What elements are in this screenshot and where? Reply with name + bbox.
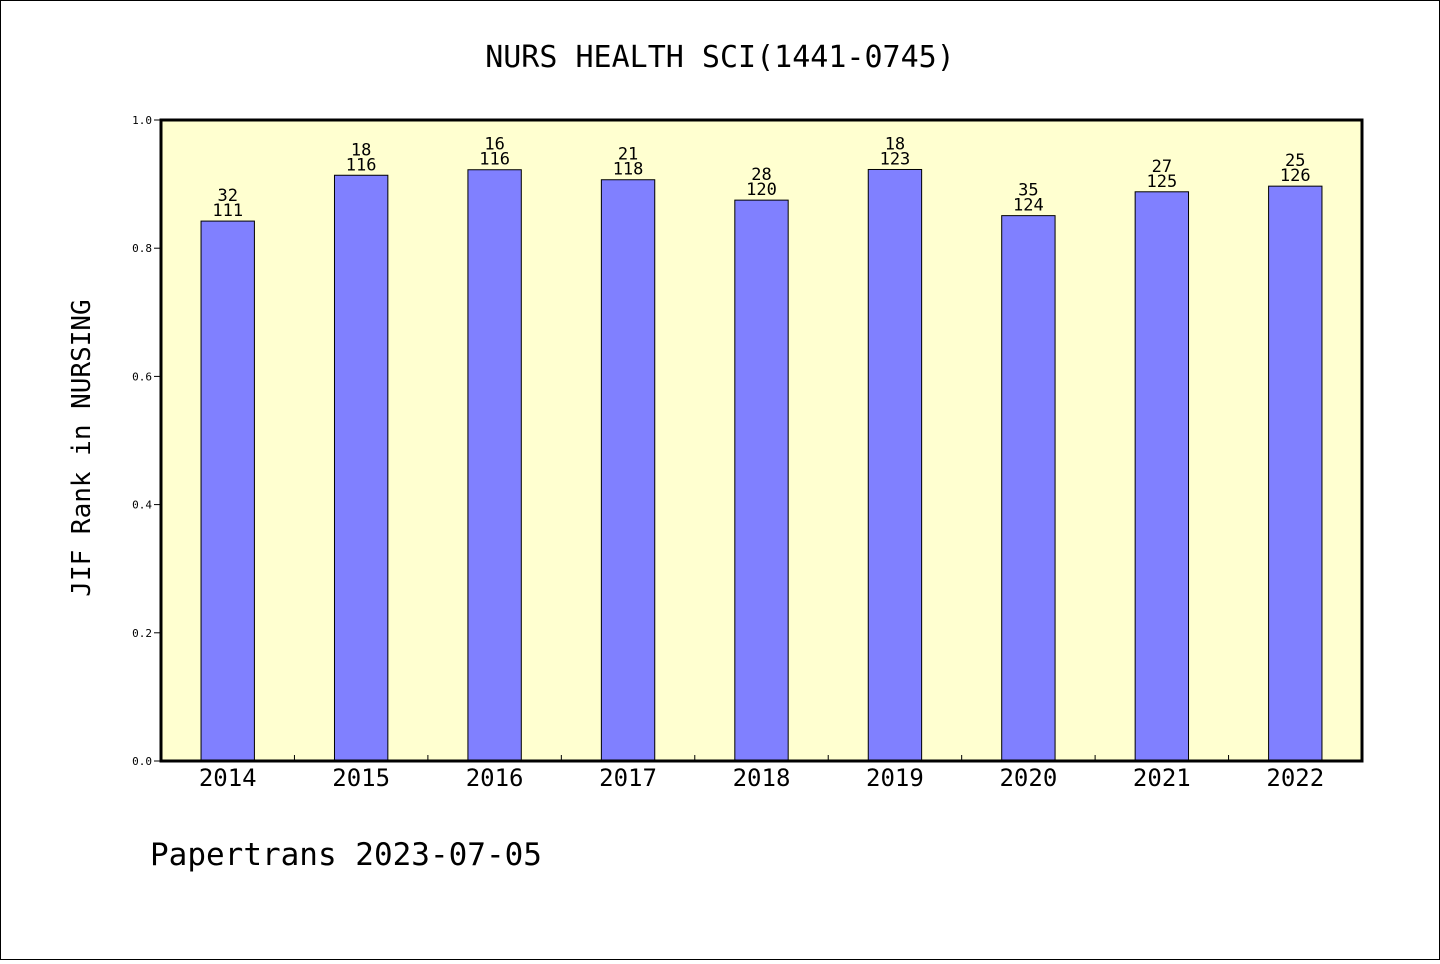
y-tick-label: 0.4	[132, 499, 152, 512]
bar-rank-label: 27	[1152, 157, 1172, 177]
bar-rank-label: 18	[885, 134, 905, 154]
bar-2014	[200, 220, 255, 762]
y-tick-label: 1.0	[132, 114, 152, 127]
bar-rank-label: 28	[751, 165, 771, 185]
bar-rank-label: 16	[484, 135, 504, 155]
bar-total-label: 118	[613, 160, 644, 180]
x-axis: 2014 2015 2016 2017 2018 2019 2020 2021 2022	[199, 755, 1324, 792]
bar-2021	[1134, 191, 1190, 762]
y-tick-label: 0.0	[132, 755, 152, 768]
x-tick-label: 2014	[199, 764, 257, 792]
bar-2017	[600, 179, 656, 762]
bar-total-label: 116	[479, 150, 510, 170]
bar-total-label: 126	[1280, 166, 1311, 186]
bar-2020	[1001, 215, 1056, 762]
bar-rank-label: 25	[1285, 151, 1305, 171]
plot-border	[159, 118, 1364, 763]
x-tick-label: 2019	[866, 764, 924, 792]
bar-2018	[734, 199, 789, 762]
chart-title: NURS HEALTH SCI(1441-0745)	[485, 40, 955, 75]
bar-total-label: 124	[1013, 196, 1044, 216]
x-tick-label: 2018	[733, 764, 791, 792]
bar-2015	[333, 174, 389, 762]
y-axis: 0.0 0.2 0.4 0.6 0.8 1.0	[132, 114, 161, 768]
footer-credit: Papertrans 2023-07-05	[150, 837, 542, 873]
x-tick-label: 2022	[1266, 764, 1324, 792]
bar-2016	[467, 169, 522, 762]
x-tick-label: 2016	[466, 764, 524, 792]
y-axis-label: JIF Rank in NURSING	[67, 299, 97, 596]
bar-total-label: 123	[880, 149, 911, 169]
bar-2022	[1268, 185, 1323, 762]
x-tick-label: 2017	[599, 764, 657, 792]
y-tick-label: 0.8	[132, 242, 152, 255]
bar-rank-label: 21	[618, 145, 638, 165]
bar-2019	[867, 168, 923, 762]
x-tick-label: 2020	[999, 764, 1057, 792]
bar-total-label: 111	[212, 201, 243, 221]
bar-rank-label: 35	[1018, 181, 1038, 201]
bar-rank-label: 32	[217, 186, 237, 206]
x-tick-label: 2015	[332, 764, 390, 792]
bar-total-label: 116	[346, 155, 377, 175]
y-tick-label: 0.6	[132, 370, 152, 383]
bar-total-label: 125	[1146, 172, 1177, 192]
x-tick-label: 2021	[1133, 764, 1191, 792]
bar-total-label: 120	[746, 180, 777, 200]
bars	[200, 168, 1323, 762]
y-tick-label: 0.2	[132, 627, 152, 640]
bar-rank-label: 18	[351, 140, 371, 160]
